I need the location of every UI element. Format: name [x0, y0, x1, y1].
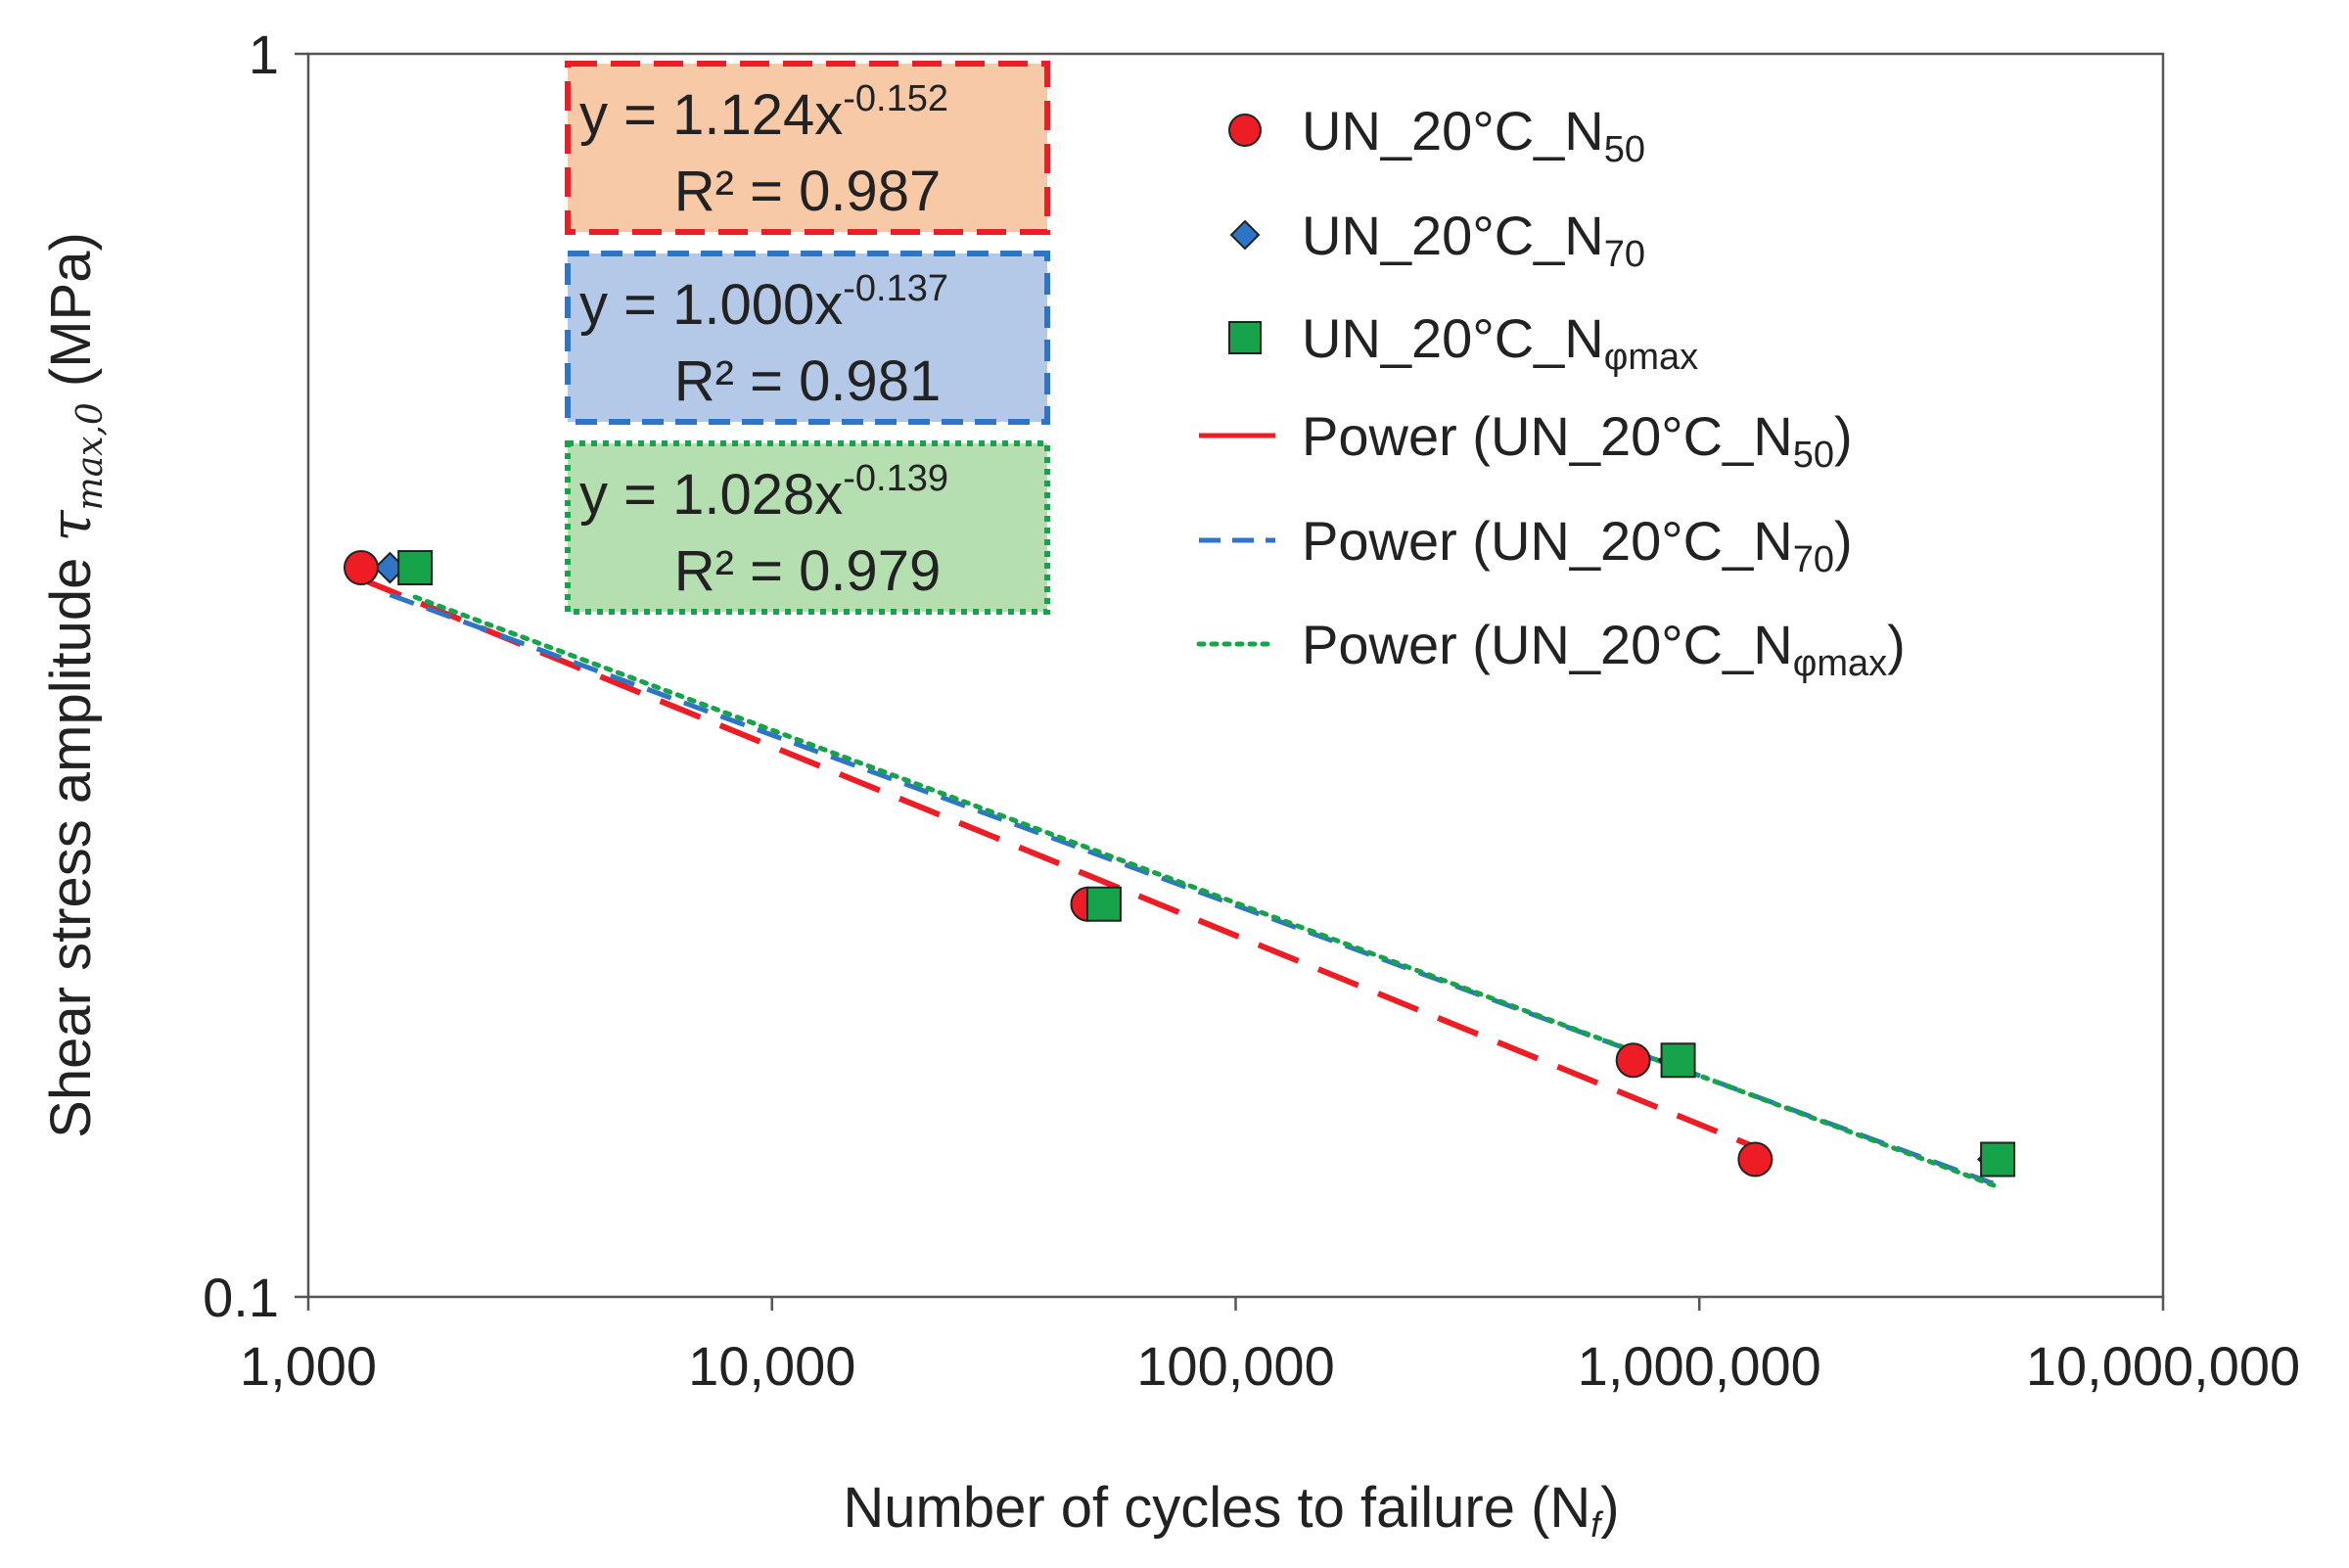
equation-base: y = 1.000x — [579, 273, 843, 337]
x-axis-title: Number of cycles to failure (Nf) — [843, 1476, 1619, 1545]
x-tick-label: 10,000,000 — [2026, 1335, 2300, 1397]
legend-label: UN_20°C_Nφmax — [1302, 307, 1698, 378]
x-tick-label: 1,000 — [240, 1335, 377, 1397]
legend-label: Power (UN_20°C_N70) — [1302, 510, 1853, 580]
y-axis-title-sub: max,0 — [70, 402, 111, 510]
y-axis-title-unit: (MPa) — [39, 232, 103, 402]
legend-label: Power (UN_20°C_Nφmax) — [1302, 614, 1906, 684]
legend-label-base: Power (UN_20°C_N — [1302, 614, 1793, 675]
r-squared-text: R² = 0.987 — [674, 160, 941, 223]
equation-base: y = 1.124x — [579, 83, 843, 147]
r-squared-text: R² = 0.981 — [674, 349, 941, 413]
trendline — [359, 576, 1757, 1150]
legend-label-base: UN_20°C_N — [1302, 100, 1604, 161]
y-tick-label: 1 — [249, 23, 279, 85]
legend-label: Power (UN_20°C_N50) — [1302, 405, 1853, 476]
legend-label-close: ) — [1834, 405, 1853, 467]
equation-box-frame — [565, 251, 1050, 425]
data-point — [1737, 1141, 1773, 1177]
x-tick-label: 1,000,000 — [1578, 1335, 1821, 1397]
x-axis-title-main: Number of cycles to failure (N — [843, 1476, 1590, 1540]
legend-label: UN_20°C_N50 — [1302, 100, 1645, 170]
equation-box-frame — [565, 440, 1050, 615]
trendline — [412, 594, 2001, 1190]
data-markers — [343, 550, 2016, 1177]
legend-label-base: Power (UN_20°C_N — [1302, 510, 1793, 572]
legend-label-base: Power (UN_20°C_N — [1302, 405, 1793, 467]
legend: UN_20°C_N50UN_20°C_N70UN_20°C_NφmaxPower… — [1196, 100, 1906, 684]
equation-base: y = 1.028x — [579, 463, 843, 527]
legend-label-sub: 70 — [1793, 539, 1834, 580]
x-tick-label: 10,000 — [688, 1335, 855, 1397]
equation-exponent: -0.139 — [843, 458, 948, 499]
data-point — [1615, 1042, 1651, 1079]
legend-label: UN_20°C_N70 — [1302, 205, 1645, 275]
r-squared-text: R² = 0.979 — [674, 539, 941, 603]
equation-box-frame — [565, 61, 1050, 235]
data-point — [1980, 1141, 2016, 1177]
equation-text: y = 1.124x-0.152 — [579, 78, 948, 147]
equation-exponent: -0.137 — [843, 268, 948, 309]
data-point — [1085, 886, 1122, 922]
equation-box: y = 1.000x-0.137 R² = 0.981 — [565, 251, 1050, 425]
legend-label-base: UN_20°C_N — [1302, 205, 1604, 266]
legend-marker — [1229, 219, 1261, 251]
legend-label-close: ) — [1834, 510, 1853, 572]
x-axis-title-close: ) — [1600, 1476, 1619, 1540]
legend-label-close: ) — [1887, 614, 1906, 675]
data-point — [397, 550, 434, 586]
trendlines — [359, 576, 2001, 1190]
data-point — [343, 550, 379, 586]
legend-label-sub: 50 — [1604, 129, 1645, 170]
legend-marker — [1228, 321, 1262, 354]
y-axis-title-tau: τ — [37, 510, 104, 542]
legend-label-sub: 50 — [1793, 435, 1834, 476]
data-point — [1660, 1042, 1696, 1079]
equation-box: y = 1.028x-0.139 R² = 0.979 — [565, 440, 1050, 615]
legend-marker — [1228, 114, 1262, 147]
x-tick-label: 100,000 — [1136, 1335, 1334, 1397]
equation-box: y = 1.124x-0.152 R² = 0.987 — [565, 61, 1050, 235]
equation-text: y = 1.000x-0.137 — [579, 268, 948, 337]
equation-text: y = 1.028x-0.139 — [579, 458, 948, 527]
y-tick-label: 0.1 — [203, 1267, 279, 1328]
legend-label-base: UN_20°C_N — [1302, 307, 1604, 369]
y-axis-title-main: Shear stress amplitude — [39, 542, 103, 1138]
legend-label-sub: φmax — [1604, 337, 1698, 378]
legend-label-sub: φmax — [1793, 643, 1887, 684]
axes: 1,000 10,000 100,000 1,000,000 10,000,000 0.1… — [203, 23, 2300, 1397]
y-axis-title: Shear stress amplitude τmax,0 (MPa) — [37, 232, 111, 1138]
legend-label-sub: 70 — [1604, 234, 1645, 275]
equation-exponent: -0.152 — [843, 78, 948, 119]
